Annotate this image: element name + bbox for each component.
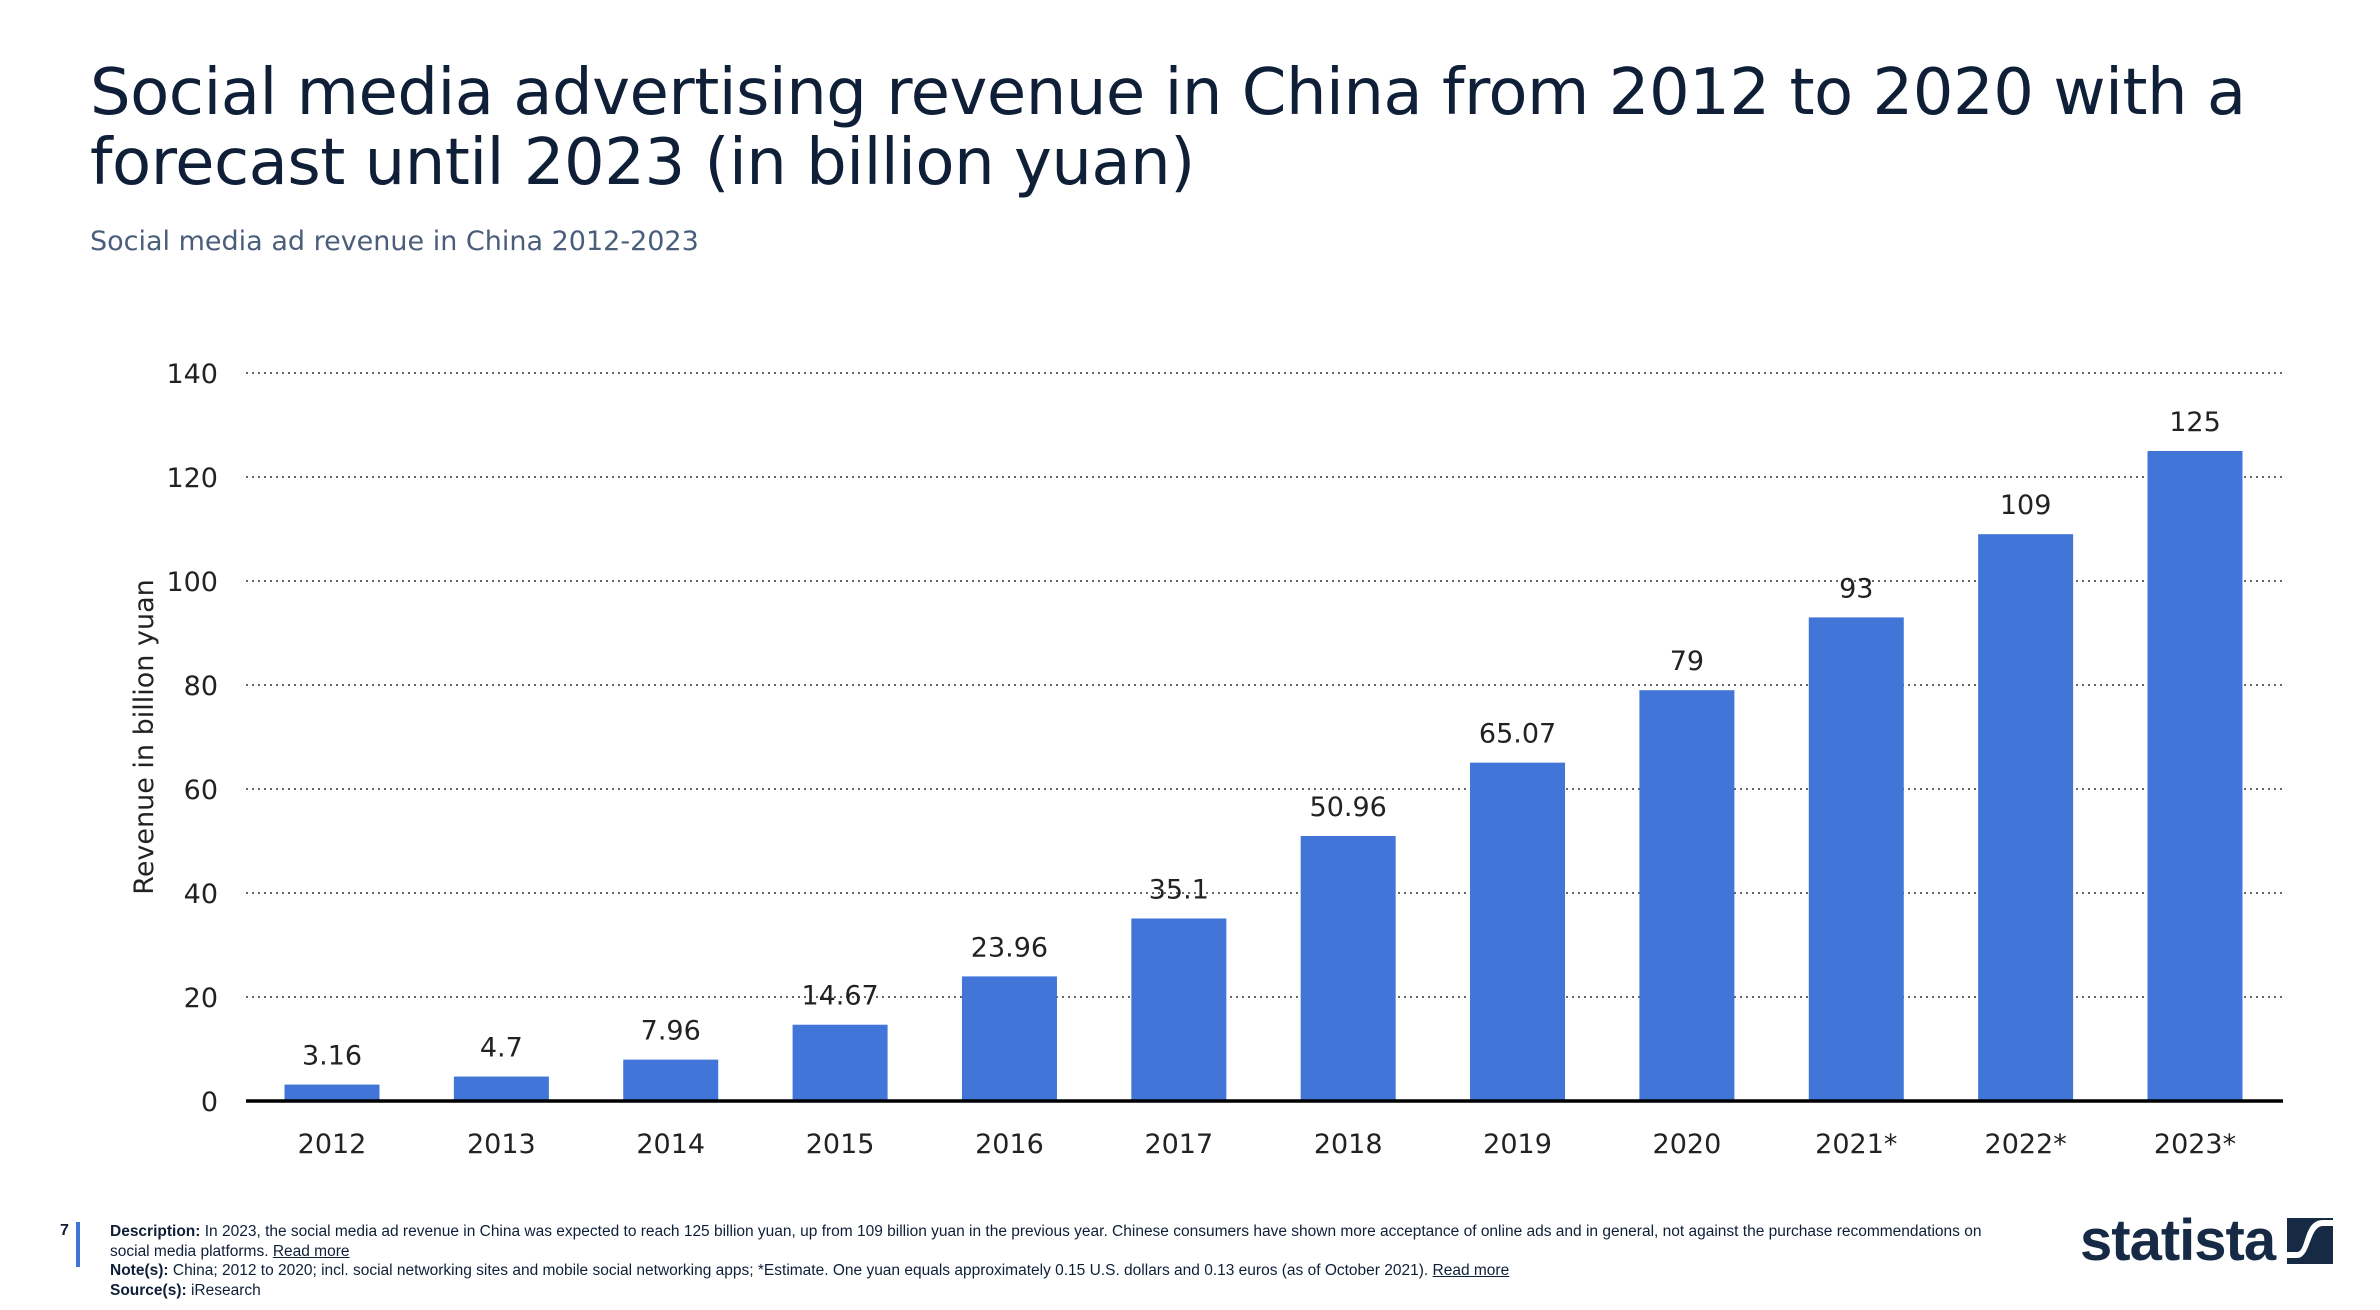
bar-chart: 0 20 40 60 80 100 120 140 3.16 2012 4.7 2013 7.96 201… xyxy=(129,359,2283,1160)
notes: Note(s): China; 2012 to 2020; incl. soci… xyxy=(110,1262,1510,1279)
bar-2018[interactable] xyxy=(1300,836,1396,1101)
y-tick-label: 20 xyxy=(184,983,218,1014)
bar-2015[interactable] xyxy=(792,1024,888,1101)
statista-logo[interactable]: statista xyxy=(2080,1208,2334,1273)
y-tick-label: 80 xyxy=(184,671,218,702)
x-tick-label: 2020 xyxy=(1653,1129,1722,1160)
bar-2020[interactable] xyxy=(1639,690,1735,1101)
x-tick-label: 2012 xyxy=(298,1129,367,1160)
data-label: 3.16 xyxy=(302,1041,362,1072)
logo-wordmark: statista xyxy=(2080,1208,2276,1273)
data-label: 7.96 xyxy=(641,1016,701,1047)
sources: Source(s): iResearch xyxy=(110,1281,261,1299)
y-tick-label: 40 xyxy=(184,879,218,910)
x-tick-label: 2014 xyxy=(636,1129,705,1160)
bar-2023*[interactable] xyxy=(2147,451,2243,1101)
bar-2013[interactable] xyxy=(453,1076,549,1101)
x-tick-label: 2015 xyxy=(806,1129,875,1160)
data-label: 23.96 xyxy=(971,932,1048,963)
chart-subtitle: Social media ad revenue in China 2012-20… xyxy=(90,226,699,257)
bar-2022*[interactable] xyxy=(1978,534,2074,1101)
chart-title: Social media advertising revenue in Chin… xyxy=(90,56,2246,200)
page-marker xyxy=(76,1222,80,1267)
data-label: 4.7 xyxy=(480,1033,523,1064)
x-tick-label: 2018 xyxy=(1314,1129,1383,1160)
data-label: 14.67 xyxy=(801,981,878,1012)
bar-2019[interactable] xyxy=(1470,762,1566,1101)
x-tick-label: 2017 xyxy=(1144,1129,1213,1160)
y-tick-label: 0 xyxy=(201,1087,218,1118)
x-tick-label: 2023* xyxy=(2154,1129,2236,1160)
data-label: 35.1 xyxy=(1149,874,1209,905)
data-label: 93 xyxy=(1839,573,1873,604)
page-number: 7 xyxy=(60,1222,69,1239)
footer-notes: Description: In 2023, the social media a… xyxy=(110,1222,2010,1300)
data-label: 79 xyxy=(1670,646,1704,677)
bar-2014[interactable] xyxy=(623,1059,719,1101)
description-read-more-link[interactable]: Read more xyxy=(272,1242,350,1260)
x-tick-label: 2016 xyxy=(975,1129,1044,1160)
data-label: 50.96 xyxy=(1310,792,1387,823)
bar-2017[interactable] xyxy=(1131,918,1227,1101)
data-label: 125 xyxy=(2169,407,2221,438)
y-tick-label: 120 xyxy=(166,463,218,494)
bar-2012[interactable] xyxy=(284,1084,380,1101)
statista-logo-icon xyxy=(2287,1218,2334,1264)
y-tick-label: 140 xyxy=(166,359,218,390)
y-axis-title: Revenue in billion yuan xyxy=(129,579,160,894)
data-label: 109 xyxy=(2000,490,2052,521)
y-tick-label: 60 xyxy=(184,775,218,806)
notes-read-more-link[interactable]: Read more xyxy=(1432,1262,1510,1279)
x-tick-label: 2019 xyxy=(1483,1129,1552,1160)
x-tick-label: 2022* xyxy=(1985,1129,2067,1160)
bar-2016[interactable] xyxy=(961,976,1057,1101)
description: Description: In 2023, the social media a… xyxy=(110,1223,1982,1260)
bar-2021*[interactable] xyxy=(1808,617,1904,1101)
data-label: 65.07 xyxy=(1479,719,1556,750)
x-tick-label: 2013 xyxy=(467,1129,536,1160)
x-tick-label: 2021* xyxy=(1815,1129,1897,1160)
y-tick-label: 100 xyxy=(166,567,218,598)
